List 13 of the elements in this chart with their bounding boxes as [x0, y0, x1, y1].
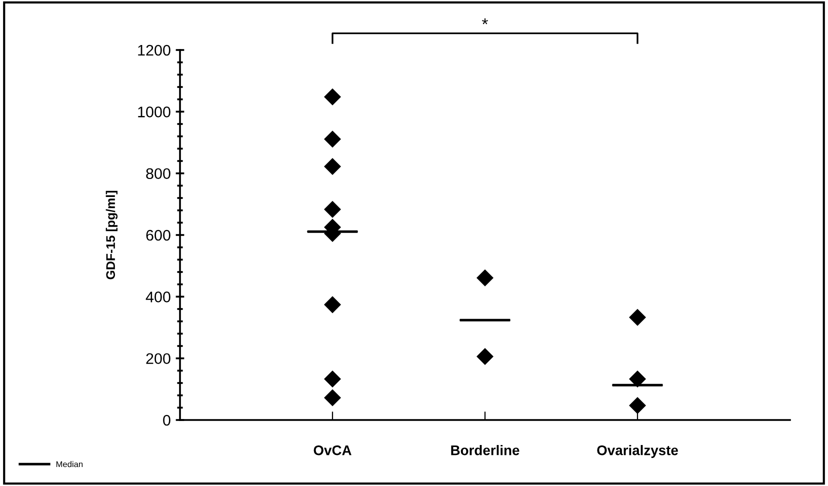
y-tick-label: 0 [163, 414, 170, 426]
text: * [482, 18, 488, 24]
x-tick-label: Ovarialzyste [597, 445, 678, 458]
legend-label: Median [56, 461, 83, 468]
y-tick-label: 800 [146, 168, 170, 180]
y-axis-title: GDF-15 [pg/ml] [106, 190, 118, 280]
y-tick-label: 600 [146, 230, 170, 241]
y-tick-label: 200 [146, 353, 170, 364]
y-tick-label: 400 [146, 292, 170, 302]
y-tick-label: 1200 [138, 44, 170, 56]
y-tick-label: 1000 [138, 106, 170, 118]
x-tick-label: Borderline [451, 445, 520, 456]
x-tick-label: OvCA [314, 445, 352, 456]
